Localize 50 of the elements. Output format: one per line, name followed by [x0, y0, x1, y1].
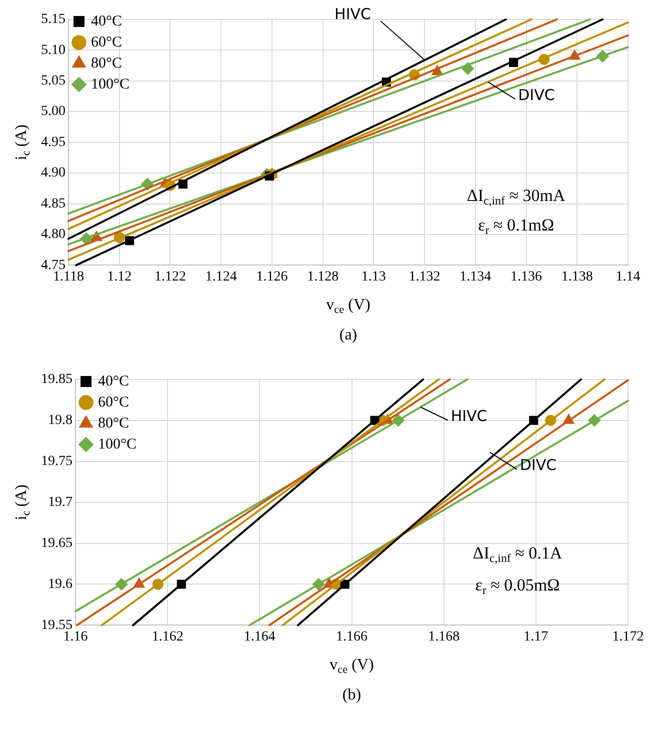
annotation: DIVC	[520, 456, 557, 474]
x-tick-label: 1.162	[152, 629, 184, 644]
x-tick-label: 1.136	[510, 269, 542, 284]
x-tick-label: 1.13	[361, 269, 386, 284]
x-tick-label: 1.168	[428, 629, 460, 644]
y-tick-label: 5.05	[41, 74, 66, 89]
x-tick-label: 1.122	[154, 269, 186, 284]
text: (a)	[339, 326, 358, 344]
annotation: DIVC	[518, 86, 555, 104]
text: (b)	[342, 686, 362, 704]
x-tick-label: 1.17	[524, 629, 548, 644]
legend-label: 80°C	[91, 55, 122, 72]
y-tick-label: 19.7	[48, 494, 72, 510]
y-axis-title: ic (A)	[13, 484, 33, 520]
legend-label: 100°C	[91, 76, 130, 92]
x-tick-label: 1.16	[63, 629, 88, 644]
x-tick-label: 1.166	[336, 629, 368, 644]
y-tick-label: 19.85	[41, 372, 72, 388]
y-tick-label: 5.15	[41, 12, 66, 28]
annotation: HIVC	[450, 407, 488, 426]
point	[462, 62, 474, 75]
legend-label: 40°C	[98, 373, 130, 390]
y-tick-label: 19.8	[48, 413, 72, 428]
legend-label: 100°C	[98, 436, 137, 452]
x-tick-label: 1.164	[244, 629, 276, 644]
legend-label: 40°C	[91, 13, 122, 30]
y-tick-label: 19.65	[41, 536, 72, 551]
x-tick-label: 1.138	[561, 269, 593, 284]
legend-label: 60°C	[91, 34, 122, 50]
annotation: HIVC	[334, 4, 371, 23]
legend-label: 80°C	[98, 415, 130, 432]
y-tick-label: 4.80	[41, 227, 66, 242]
y-tick-label: 5.00	[41, 104, 66, 120]
x-tick-label: 1.134	[460, 269, 492, 284]
y-tick-label: 5.10	[41, 42, 66, 58]
x-tick-label: 1.118	[53, 269, 84, 284]
x-tick-label: 1.14	[616, 269, 640, 284]
x-tick-label: 1.132	[408, 269, 440, 284]
legend-label: 60°C	[98, 394, 130, 410]
y-tick-label: 4.95	[41, 134, 66, 150]
y-axis-title: ic (A)	[13, 124, 33, 160]
x-tick-label: 1.128	[307, 269, 339, 284]
x-tick-label: 1.124	[205, 269, 237, 284]
x-tick-label: 1.126	[256, 269, 288, 284]
y-tick-label: 4.90	[41, 166, 66, 181]
x-tick-label: 1.12	[107, 269, 132, 284]
x-tick-label: 1.172	[612, 629, 644, 644]
y-tick-label: 19.6	[48, 576, 72, 592]
y-tick-label: 19.75	[41, 454, 72, 470]
y-tick-label: 4.85	[41, 196, 66, 212]
